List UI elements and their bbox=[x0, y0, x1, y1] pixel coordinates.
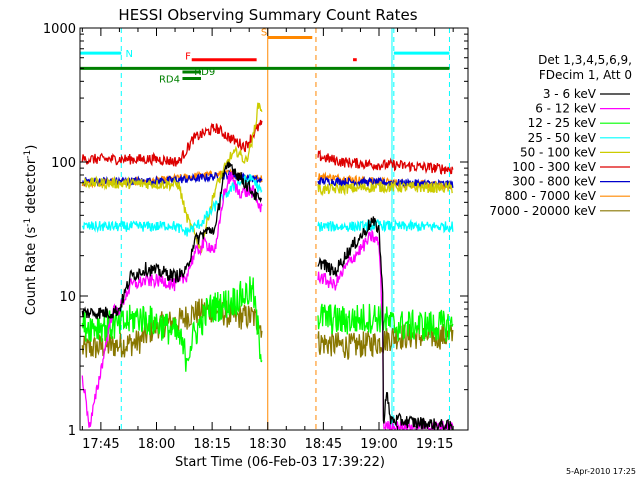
series-line-3-6keV bbox=[81, 160, 453, 430]
footer-timestamp: 5-Apr-2010 17:25 bbox=[566, 467, 636, 476]
y-axis-label-end: ) bbox=[24, 145, 39, 150]
series-line-100-300keV bbox=[81, 119, 454, 175]
flag-label: F bbox=[185, 52, 191, 63]
chart-title: HESSI Observing Summary Count Rates bbox=[118, 6, 417, 24]
legend-entry-label: 7000 - 20000 keV bbox=[489, 204, 596, 218]
legend-entry-label: 12 - 25 keV bbox=[528, 116, 597, 130]
y-tick-label: 100 bbox=[51, 156, 76, 171]
legend-entry-label: 50 - 100 keV bbox=[520, 145, 597, 159]
series-group bbox=[80, 28, 454, 430]
x-tick-label: 18:00 bbox=[138, 437, 175, 452]
legend-entry-label: 25 - 50 keV bbox=[528, 131, 597, 145]
x-tick-label: 19:15 bbox=[416, 437, 453, 452]
flag-label: N bbox=[126, 49, 133, 60]
x-axis-label: Start Time (06-Feb-03 17:39:22) bbox=[175, 455, 385, 470]
series-line-50-100keV bbox=[81, 102, 453, 254]
legend-entry-label: 3 - 6 keV bbox=[543, 87, 597, 101]
legend-entry-label: 100 - 300 keV bbox=[512, 160, 596, 174]
x-tick-label: 19:00 bbox=[360, 437, 397, 452]
x-tick-label: 18:45 bbox=[305, 437, 342, 452]
x-tick-label: 18:30 bbox=[249, 437, 286, 452]
y-tick-label: 1 bbox=[68, 424, 76, 439]
y-axis-label: Count Rate (s-1 detector-1) bbox=[23, 145, 39, 316]
plot-area: N F S RD9 RD4 1 10 100 1000 17:45 18:00 18:15 18:30 1… bbox=[43, 22, 469, 452]
legend-entry-label: 800 - 7000 keV bbox=[505, 189, 597, 203]
flag-label: RD9 bbox=[194, 67, 215, 78]
x-tick-label: 17:45 bbox=[82, 437, 119, 452]
legend-header-fdecim: FDecim 1, Att 0 bbox=[539, 68, 632, 82]
y-axis-label-sup1: -1 bbox=[23, 218, 33, 227]
legend-entry-label: 6 - 12 keV bbox=[535, 102, 597, 116]
legend-header-detectors: Det 1,3,4,5,6,9, bbox=[538, 53, 632, 67]
series-line-25-50keV bbox=[81, 173, 454, 237]
legend: Det 1,3,4,5,6,9, FDecim 1, Att 0 3 - 6 k… bbox=[489, 53, 632, 218]
y-tick-label: 10 bbox=[59, 290, 76, 305]
plot-frame bbox=[79, 27, 469, 431]
y-axis-label-sup2: -1 bbox=[23, 150, 33, 159]
legend-entry-label: 300 - 800 keV bbox=[512, 175, 596, 189]
series-line-12-25keV bbox=[81, 276, 454, 372]
y-tick-label: 1000 bbox=[43, 22, 76, 37]
y-axis-label-main: Count Rate (s bbox=[24, 227, 39, 316]
y-axis-label-mid: detector bbox=[24, 158, 39, 218]
flag-label: S bbox=[261, 27, 267, 38]
x-tick-label: 18:15 bbox=[193, 437, 230, 452]
flag-label: RD4 bbox=[159, 74, 180, 85]
